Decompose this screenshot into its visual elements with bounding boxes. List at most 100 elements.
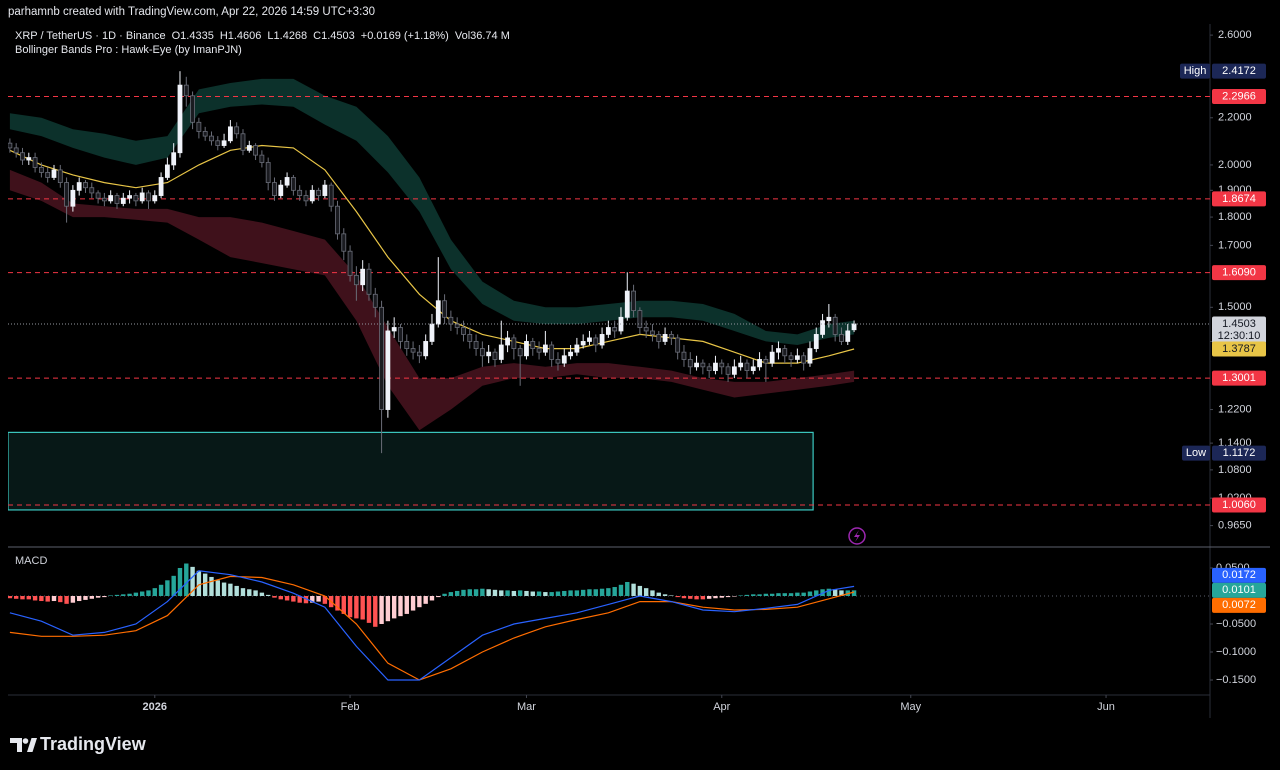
candle-body [687,359,693,368]
histogram-bar [593,589,598,596]
candle-body [826,316,832,322]
candle-body [839,334,844,342]
legend-line: XRP / TetherUS · 1D · Binance O1.4335 H1… [15,30,510,42]
candle-body [813,334,819,349]
credit: parhamnb created with TradingView.com, A… [8,6,376,18]
candle-body [845,330,851,342]
candle-body [13,147,19,154]
candle-body [536,348,542,353]
low-label-box [1212,445,1266,461]
histogram-bar [284,595,290,601]
histogram-bar [675,595,680,598]
histogram-bar [769,593,775,596]
histogram-bar [83,595,88,600]
candle-body [429,323,435,342]
candle-body [101,197,107,202]
histogram-bar [650,590,655,596]
histogram-bar [618,584,624,596]
candle-body [542,344,548,353]
histogram-bar [335,595,340,611]
candle-body [259,154,265,163]
candle-body [605,327,611,335]
candle-body [290,177,296,191]
histogram-bar [801,592,806,596]
candle-body [794,355,800,360]
histogram-bar [851,590,857,596]
alert-icon [848,527,866,545]
candle-body [662,334,668,342]
low-word-box [1182,445,1210,461]
candle-body [8,142,13,149]
x-tick-label: May [900,701,921,713]
signal-label: 0.0072 [1222,599,1256,611]
candle-body [719,362,725,368]
candle-body [196,121,202,132]
histogram-bar [757,594,762,596]
histogram-bar [13,595,19,599]
histogram-bar [423,595,428,604]
candle-body [114,195,120,204]
histogram-bar [555,591,561,596]
histogram-bar [795,592,800,596]
candle-body [215,140,221,146]
level-label-box [1212,265,1266,281]
candle-body [316,189,321,196]
upper-band [9,78,855,346]
logo [10,738,37,752]
candle-body [788,355,794,360]
histogram-bar [152,588,157,596]
histogram-bar [32,595,38,601]
histogram-bar [209,576,214,596]
candle-body [328,184,334,207]
candle-body [51,169,57,178]
histogram-bar [738,595,743,596]
level-label: 1.6090 [1222,266,1256,278]
candle-body [612,327,618,332]
histogram-bar [467,589,472,596]
histogram-bar [587,589,592,596]
candle-body [133,195,139,202]
histogram-bar [184,563,189,596]
histogram-bar [215,580,220,596]
histogram-bar [492,589,498,596]
candle-body [568,351,573,357]
histogram-bar [89,595,94,599]
level-label-box [1212,89,1266,105]
candle-body [278,184,284,196]
histogram-bar [574,590,580,596]
candle-body [76,182,82,191]
y-tick-label: 1.5000 [1218,301,1252,313]
last-price-box [1212,316,1266,344]
basis-line [9,144,855,364]
candle-body [776,348,781,353]
candle-body [473,341,479,349]
histogram-bar [58,595,63,603]
histogram-bar [788,593,794,596]
histogram-bar [404,595,409,614]
candle-body [517,348,523,357]
y-tick-label: −0.1000 [1216,646,1256,658]
candle-body [700,362,706,368]
x-tick-label: Jun [1097,701,1115,713]
histogram-bar [228,583,233,596]
histogram-bar [732,595,737,597]
histogram-bar [259,592,265,596]
y-tick-label: 1.8000 [1218,211,1252,223]
histogram-bar [121,594,126,596]
histogram-bar [706,595,712,599]
candle-body [234,126,240,135]
candle-body [851,323,857,331]
candle-body [404,341,410,349]
y-tick-label: 1.0800 [1218,464,1252,476]
histogram-bar [536,591,542,596]
x-tick-label: Feb [341,701,360,713]
histogram-bar [51,595,57,602]
candle-body [505,337,510,346]
histogram-bar [347,595,353,618]
candle-body [631,290,636,312]
candle-body [385,330,391,410]
histogram-bar [688,595,693,599]
candle-body [379,306,384,410]
